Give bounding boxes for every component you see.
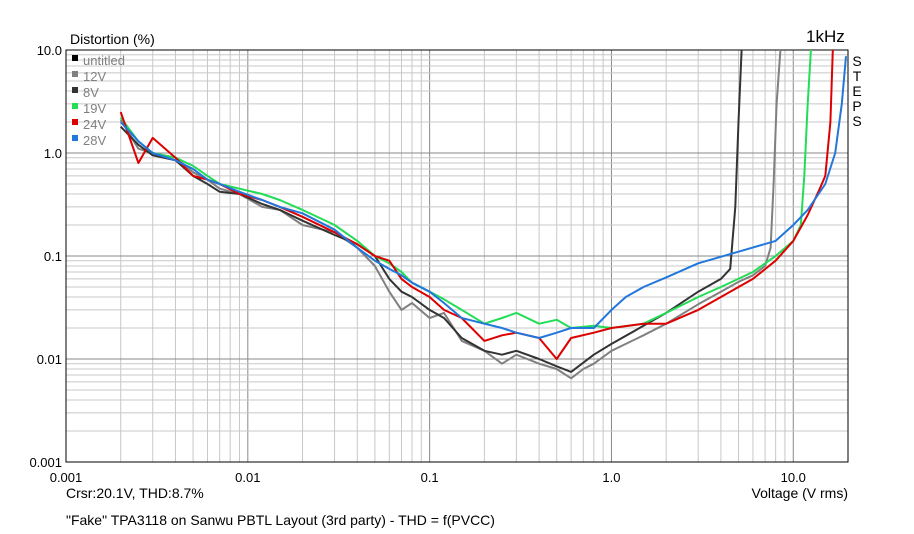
y-tick-label: 0.01 [37, 352, 62, 367]
series-line-24V [119, 49, 834, 360]
chart-caption: "Fake" TPA3118 on Sanwu PBTL Layout (3rd… [66, 512, 495, 528]
x-axis-label: Voltage (V rms) [752, 485, 848, 501]
legend-swatch [72, 103, 78, 109]
legend-entry: 8V [83, 85, 99, 100]
y-tick-label: 0.1 [44, 249, 62, 264]
legend-entry: untitled [83, 53, 125, 68]
legend-entry: 24V [83, 117, 106, 132]
legend-swatch [72, 135, 78, 141]
legend-swatch [72, 71, 78, 77]
legend-entry: 19V [83, 101, 106, 116]
y-axis-label: Distortion (%) [70, 31, 155, 47]
y-tick-label: 0.001 [29, 455, 62, 470]
legend-swatch [72, 119, 78, 125]
frequency-label: 1kHz [806, 27, 845, 46]
steps-letter: E [852, 83, 861, 99]
series-lines [119, 49, 847, 380]
steps-letter: S [852, 113, 861, 129]
legend-entry: 28V [83, 133, 106, 148]
y-tick-label: 1.0 [44, 146, 62, 161]
x-tick-label: 1.0 [602, 470, 620, 485]
legend-entry: 12V [83, 69, 106, 84]
series-line-28V [119, 56, 847, 339]
x-tick-label: 0.01 [235, 470, 260, 485]
legend-swatch [72, 55, 78, 61]
steps-letter: S [852, 53, 861, 69]
plot-frame [65, 49, 849, 463]
tick-labels: 0.001 0.01 0.1 1.0 10.0 10.0 1.0 0.1 0.01 0.001 [29, 43, 805, 485]
x-tick-label: 10.0 [781, 470, 806, 485]
x-tick-label: 0.001 [50, 470, 83, 485]
steps-letter: T [853, 68, 862, 84]
cursor-readout: Crsr:20.1V, THD:8.7% [66, 485, 204, 501]
x-tick-label: 0.1 [421, 470, 439, 485]
legend-swatch [72, 87, 78, 93]
y-tick-label: 10.0 [37, 43, 62, 58]
steps-letter: P [852, 98, 861, 114]
